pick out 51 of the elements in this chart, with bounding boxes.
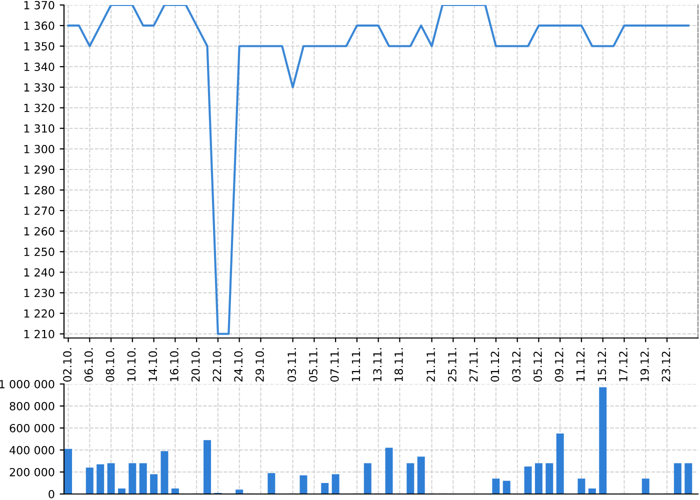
x-tick-label: 10.10. xyxy=(127,348,136,382)
y-tick-label: 1 340 xyxy=(24,62,54,72)
y-tick-label: 1 320 xyxy=(24,104,54,112)
y-tick-label: 1 310 xyxy=(24,124,54,133)
y-tick-label: 1 300 xyxy=(24,144,54,154)
x-tick-label: 16.10. xyxy=(170,348,178,382)
x-tick-label: 25.11. xyxy=(448,348,456,382)
y-tick-label: 1 350 xyxy=(24,42,54,50)
x-tick-label: 22.10. xyxy=(212,348,222,382)
x-tick-label: 03.12. xyxy=(512,348,521,382)
y-tick-label: 1 330 xyxy=(24,83,54,92)
x-tick-label: 11.11. xyxy=(352,348,360,382)
y-tick-label: 400 000 xyxy=(10,446,54,454)
y-tick-label: 200 000 xyxy=(10,468,54,476)
x-tick-label: 23.12. xyxy=(662,348,670,382)
y-tick-label: 1 230 xyxy=(24,288,54,298)
y-tick-label: 600 000 xyxy=(10,424,54,432)
x-tick-label: 06.10. xyxy=(84,348,93,382)
x-tick-label: 20.10. xyxy=(191,348,200,382)
x-tick-label: 27.11. xyxy=(469,348,478,382)
y-tick-label: 800 000 xyxy=(10,402,54,410)
y-tick-label: 0 xyxy=(48,490,54,498)
x-tick-label: 02.10. xyxy=(63,348,72,382)
y-tick-label: 1 290 xyxy=(24,165,54,174)
y-tick-label: 1 240 xyxy=(24,268,54,277)
x-tick-label: 09.12. xyxy=(554,348,564,382)
x-tick-label: 21.11. xyxy=(426,348,435,382)
x-tick-label: 01.12. xyxy=(490,348,500,382)
y-tick-label: 1 370 xyxy=(24,0,54,10)
x-tick-label: 17.12. xyxy=(619,348,628,382)
y-tick-label: 1 250 xyxy=(24,248,54,256)
y-tick-label: 1 270 xyxy=(24,206,54,215)
x-tick-label: 15.12. xyxy=(598,348,606,382)
y-tick-label: 1 280 xyxy=(24,186,54,194)
x-tick-label: 14.10. xyxy=(148,348,158,382)
x-tick-label: 03.11. xyxy=(288,348,296,382)
y-tick-label: 1 220 xyxy=(24,309,54,318)
x-tick-label: 18.11. xyxy=(394,348,403,382)
x-tick-label: 29.10. xyxy=(256,348,264,382)
x-tick-label: 19.12. xyxy=(640,348,649,382)
x-tick-label: 08.10. xyxy=(106,348,114,382)
x-tick-label: 11.12. xyxy=(576,348,585,382)
x-tick-label: 05.11. xyxy=(309,348,318,382)
x-tick-label: 24.10. xyxy=(234,348,243,382)
x-tick-label: 13.11. xyxy=(373,348,382,382)
y-tick-label: 1 000 000 xyxy=(0,380,54,388)
y-tick-label: 1 260 xyxy=(24,227,54,236)
x-tick-label: 05.12. xyxy=(534,348,542,382)
x-tick-label: 07.11. xyxy=(330,348,339,382)
y-tick-label: 1 360 xyxy=(24,22,54,30)
y-tick-label: 1 210 xyxy=(24,330,54,338)
